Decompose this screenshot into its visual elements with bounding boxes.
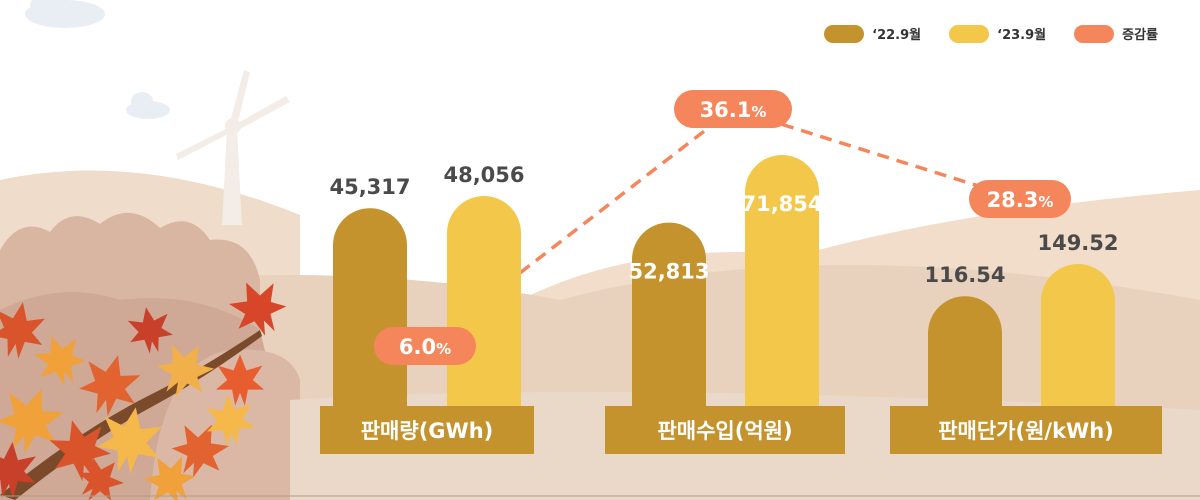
bar-0-series-0 xyxy=(333,208,407,410)
maple-leaf xyxy=(143,456,196,500)
growth-pill-2 xyxy=(969,180,1071,218)
category-label-0: 판매량(GWh) xyxy=(361,419,494,443)
data-label-0-series-0: 45,317 xyxy=(329,175,410,199)
growth-pill-1 xyxy=(674,90,792,128)
maple-leaf xyxy=(228,282,287,336)
growth-label-0: 6.0% xyxy=(399,335,451,359)
maple-leaf xyxy=(77,457,124,500)
data-label-0-series-1: 48,056 xyxy=(443,163,524,187)
legend: ‘22.9월 ‘23.9월 증감률 xyxy=(824,24,1158,43)
category-box-1 xyxy=(605,406,845,454)
maple-leaf-icon xyxy=(0,282,287,500)
category-box-2 xyxy=(890,406,1162,454)
maple-leaf xyxy=(34,335,86,386)
growth-pill-0 xyxy=(374,327,476,365)
legend-item-growth: 증감률 xyxy=(1074,24,1158,43)
legend-swatch-growth xyxy=(1074,24,1115,43)
bar-1-series-1 xyxy=(745,155,819,410)
bar-2-series-1 xyxy=(1041,264,1115,410)
legend-item-2022: ‘22.9월 xyxy=(824,24,921,43)
data-label-1-series-0: 52,813 xyxy=(628,260,709,284)
bar-1-series-0 xyxy=(632,222,706,410)
legend-label-2023: ‘23.9월 xyxy=(997,28,1047,43)
data-label-2-series-1: 149.52 xyxy=(1037,231,1118,255)
cloud-icon xyxy=(25,0,170,119)
maple-leaf xyxy=(0,441,36,499)
maple-leaf xyxy=(127,307,173,354)
maple-leaf xyxy=(0,302,46,359)
legend-swatch-2023 xyxy=(949,24,990,43)
legend-label-2022: ‘22.9월 xyxy=(872,28,922,43)
maple-leaf xyxy=(206,394,255,446)
maple-leaf xyxy=(49,420,111,482)
category-label-2: 판매단가(원/kWh) xyxy=(938,419,1114,443)
maple-leaf xyxy=(79,355,141,417)
maple-leaf xyxy=(156,343,215,398)
category-box-0 xyxy=(320,406,534,454)
wind-turbine-icon xyxy=(176,70,290,225)
legend-item-2023: ‘23.9월 xyxy=(949,24,1046,43)
growth-label-2: 28.3% xyxy=(987,188,1054,212)
bar-2-series-0 xyxy=(928,296,1002,410)
maple-leaf xyxy=(0,388,64,454)
maple-leaf xyxy=(216,354,264,406)
legend-swatch-2022 xyxy=(824,24,865,43)
maple-leaf xyxy=(171,424,230,478)
growth-label-1: 36.1% xyxy=(700,98,767,122)
category-label-1: 판매수입(억원) xyxy=(657,419,792,443)
maple-leaf xyxy=(97,407,162,474)
data-label-1-series-1: 71,854 xyxy=(741,192,822,216)
bar-0-series-1 xyxy=(447,196,521,410)
legend-label-growth: 증감률 xyxy=(1122,28,1158,43)
data-label-2-series-0: 116.54 xyxy=(924,263,1005,287)
